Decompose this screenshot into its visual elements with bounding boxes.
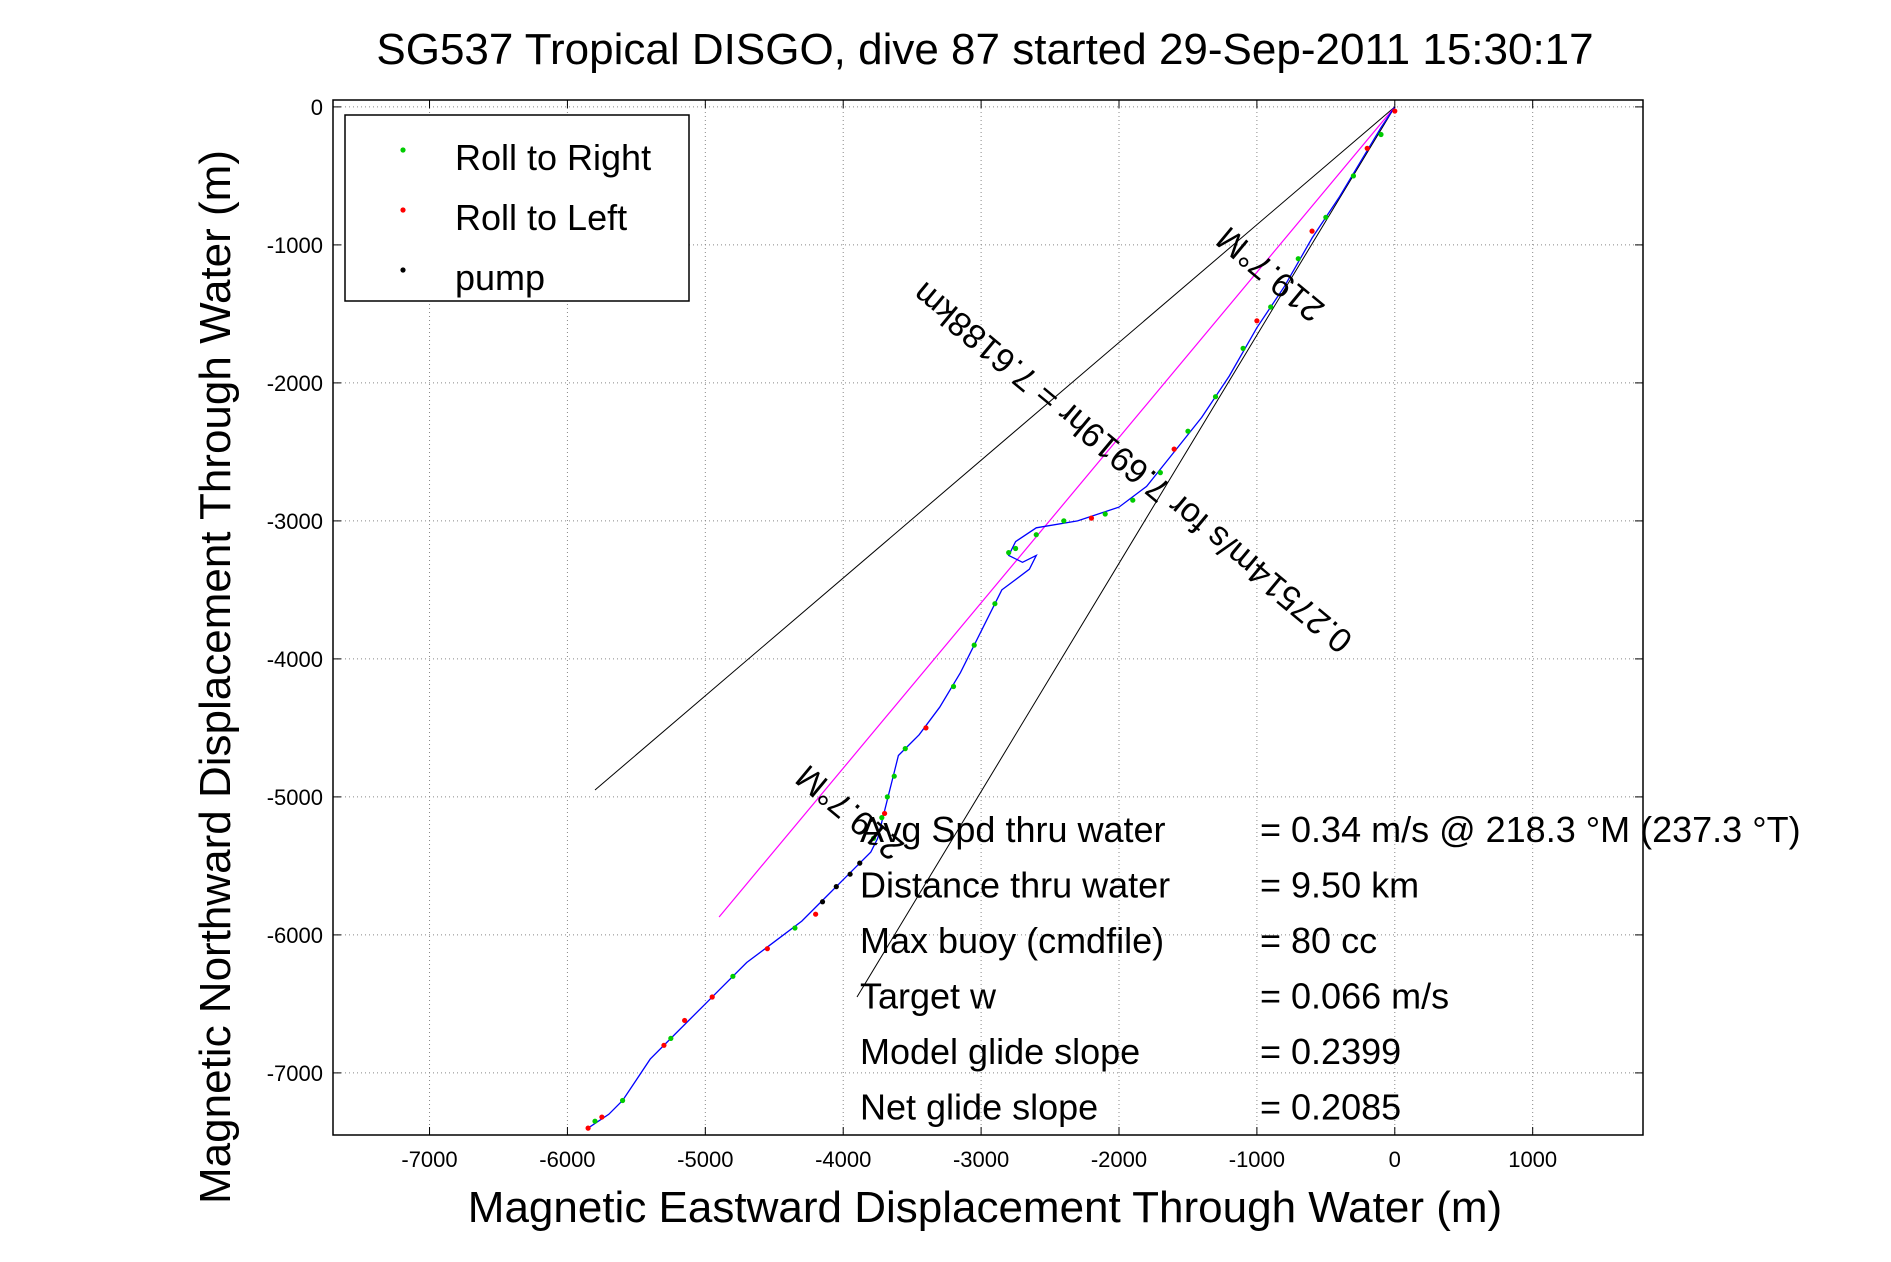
roll-right-point: [730, 973, 736, 979]
roll-left-point: [881, 810, 888, 817]
stat-value: = 0.34 m/s @ 218.3 °M (237.3 °T): [1260, 809, 1801, 850]
roll-right-point: [971, 642, 977, 648]
roll-right-point: [1130, 497, 1136, 503]
roll-right-point: [870, 835, 877, 841]
legend-marker: [400, 207, 406, 213]
roll-left-point: [1309, 228, 1315, 234]
roll-right-point: [1061, 518, 1067, 524]
legend-marker: [400, 147, 406, 153]
roll-right-point: [1378, 131, 1384, 138]
x-tick-label: 0: [1389, 1147, 1401, 1172]
legend-label: Roll to Left: [455, 197, 627, 238]
stat-value: = 80 cc: [1260, 920, 1377, 961]
plot-frame: [332, 99, 1644, 1136]
y-tick-label: -6000: [267, 923, 323, 948]
legend-label: Roll to Right: [455, 137, 651, 178]
y-tick-label: -5000: [267, 785, 323, 810]
roll-left-point: [682, 1017, 688, 1024]
roll-right-point: [1006, 550, 1012, 556]
track-line: [587, 106, 1396, 1129]
stat-label: Distance thru water: [860, 865, 1170, 906]
stat-label: Avg Spd thru water: [860, 809, 1166, 850]
roll-left-point: [1171, 446, 1177, 452]
guide-line: [856, 106, 1396, 998]
roll-left-point: [599, 1114, 605, 1120]
roll-right-point: [1350, 173, 1357, 179]
guide-line: [594, 106, 1396, 791]
y-tick-label: -7000: [267, 1061, 323, 1086]
data-layer: [585, 106, 1398, 1131]
y-tick-label: -3000: [267, 509, 323, 534]
stat-value: = 0.2085: [1260, 1087, 1401, 1128]
stat-value: = 0.2399: [1260, 1031, 1401, 1072]
roll-right-point: [1012, 545, 1019, 552]
roll-right-point: [950, 683, 957, 690]
roll-right-point: [592, 1118, 598, 1124]
roll-right-point: [1240, 345, 1246, 351]
x-tick-label: -1000: [1229, 1147, 1285, 1172]
x-tick-label: -2000: [1091, 1147, 1147, 1172]
tick-layer: -7000 -6000 -5000 -4000 -3000 -2000 -1000 0 1000…: [267, 95, 1643, 1172]
legend-label: pump: [455, 257, 545, 298]
legend: Roll to Right Roll to Left pump: [344, 114, 690, 302]
pump-point: [847, 871, 853, 877]
roll-left-point: [764, 946, 770, 952]
roll-right-point: [1157, 470, 1163, 476]
roll-right-point: [1295, 256, 1301, 262]
roll-left-point: [813, 911, 819, 917]
roll-right-point: [1185, 428, 1191, 434]
roll-left-point: [661, 1042, 667, 1048]
roll-right-point: [1323, 214, 1329, 220]
roll-right-point: [992, 601, 998, 607]
x-tick-label: -4000: [815, 1147, 871, 1172]
y-axis-label: Magnetic Northward Displacement Through …: [191, 150, 240, 1204]
roll-left-point: [709, 994, 715, 1000]
roll-left-point: [585, 1125, 591, 1131]
pump-point: [857, 860, 863, 866]
roll-left-point: [1364, 145, 1370, 151]
heading-line: [718, 106, 1396, 918]
stat-label: Target w: [860, 976, 997, 1017]
roll-right-point: [1102, 511, 1108, 517]
stat-label: Model glide slope: [860, 1031, 1140, 1072]
roll-right-point: [891, 773, 897, 779]
y-tick-label: 0: [311, 95, 323, 120]
roll-right-point: [1268, 304, 1274, 310]
x-tick-label: -7000: [401, 1147, 457, 1172]
x-tick-label: -6000: [539, 1147, 595, 1172]
roll-right-point: [884, 794, 890, 800]
legend-marker: [400, 267, 406, 273]
roll-right-point: [792, 925, 798, 931]
roll-left-point: [1088, 515, 1095, 521]
stat-value: = 0.066 m/s: [1260, 976, 1449, 1017]
stat-label: Max buoy (cmdfile): [860, 920, 1164, 961]
x-tick-label: -3000: [953, 1147, 1009, 1172]
roll-right-point: [1033, 532, 1039, 538]
roll-left-point: [1254, 318, 1260, 324]
y-tick-label: -4000: [267, 647, 323, 672]
roll-right-point: [879, 815, 885, 821]
pump-point: [833, 884, 839, 890]
pump-point: [819, 899, 826, 905]
chart-title: SG537 Tropical DISGO, dive 87 started 29…: [376, 25, 1593, 74]
roll-right-point: [619, 1097, 626, 1104]
x-tick-label: 1000: [1508, 1147, 1557, 1172]
roll-right-point: [1212, 394, 1219, 400]
y-tick-label: -1000: [267, 233, 323, 258]
roll-left-point: [1392, 108, 1398, 114]
x-axis-label: Magnetic Eastward Displacement Through W…: [468, 1183, 1502, 1232]
roll-right-point: [668, 1035, 674, 1041]
stat-label: Net glide slope: [860, 1087, 1098, 1128]
roll-right-point: [902, 746, 908, 752]
x-tick-label: -5000: [677, 1147, 733, 1172]
roll-left-point: [923, 725, 929, 731]
stat-value: = 9.50 km: [1260, 865, 1419, 906]
y-tick-label: -2000: [267, 371, 323, 396]
